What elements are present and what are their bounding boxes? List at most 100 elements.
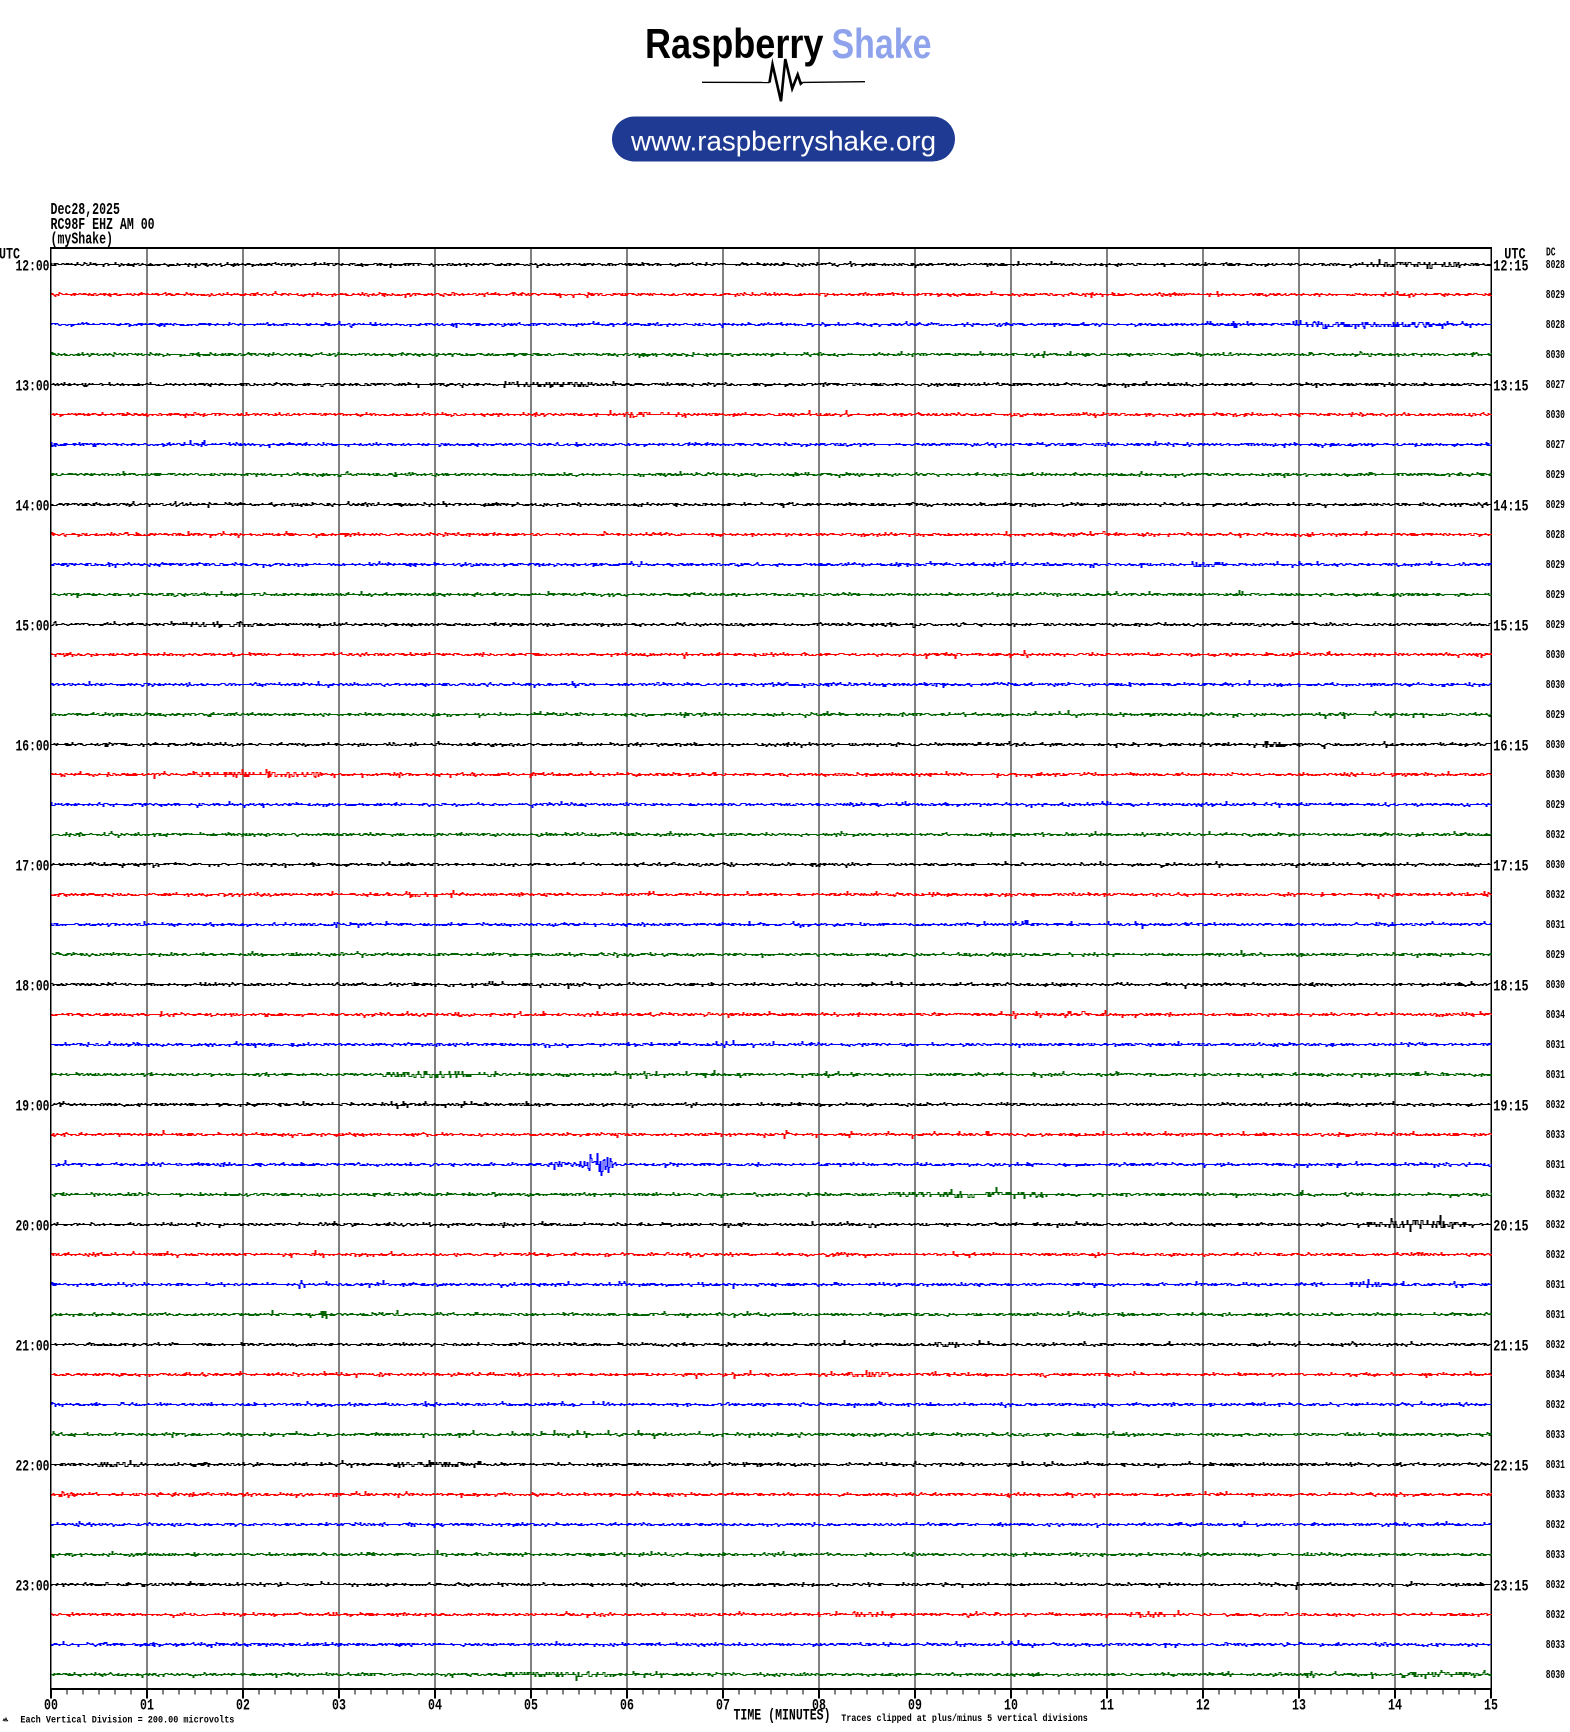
svg-text:19:15: 19:15: [1493, 1099, 1528, 1116]
svg-text:Each Vertical Division = 200.: Each Vertical Division = 200.00 microvol…: [20, 1714, 234, 1726]
svg-text:8030: 8030: [1546, 739, 1565, 752]
svg-text:8030: 8030: [1546, 679, 1565, 692]
svg-text:08: 08: [812, 1698, 826, 1715]
svg-text:02: 02: [236, 1698, 250, 1715]
svg-text:13:15: 13:15: [1493, 379, 1528, 396]
svg-text:8028: 8028: [1546, 319, 1565, 332]
svg-text:22:15: 22:15: [1493, 1459, 1528, 1476]
svg-text:Raspberry: Raspberry: [645, 20, 824, 67]
svg-text:8032: 8032: [1546, 1519, 1565, 1532]
svg-text:8031: 8031: [1546, 1309, 1565, 1322]
svg-text:8029: 8029: [1546, 949, 1565, 962]
svg-text:8032: 8032: [1546, 1099, 1565, 1112]
svg-text:17:00: 17:00: [15, 859, 49, 876]
svg-text:15: 15: [1484, 1698, 1498, 1715]
svg-text:RC98F EHZ AM 00: RC98F EHZ AM 00: [51, 217, 155, 235]
svg-text:8031: 8031: [1546, 919, 1565, 932]
svg-text:8029: 8029: [1546, 589, 1565, 602]
svg-text:20:00: 20:00: [15, 1219, 49, 1236]
svg-text:8031: 8031: [1546, 1459, 1565, 1472]
svg-text:05: 05: [524, 1698, 538, 1715]
svg-text:8032: 8032: [1546, 1219, 1565, 1232]
svg-text:8029: 8029: [1546, 619, 1565, 632]
svg-text:12:00: 12:00: [15, 259, 49, 276]
svg-text:04: 04: [428, 1698, 442, 1715]
svg-text:8032: 8032: [1546, 1249, 1565, 1262]
svg-text:09: 09: [908, 1698, 922, 1715]
svg-text:8033: 8033: [1546, 1429, 1565, 1442]
svg-text:Traces clipped at plus/minus 5: Traces clipped at plus/minus 5 vertical …: [841, 1712, 1088, 1724]
svg-text:8027: 8027: [1546, 379, 1565, 392]
svg-text:www.raspberryshake.org: www.raspberryshake.org: [630, 126, 936, 157]
svg-text:8029: 8029: [1546, 559, 1565, 572]
svg-text:16:15: 16:15: [1493, 739, 1528, 756]
svg-text:8032: 8032: [1546, 829, 1565, 842]
svg-text:8031: 8031: [1546, 1279, 1565, 1292]
svg-text:8030: 8030: [1546, 859, 1565, 872]
svg-text:8032: 8032: [1546, 1339, 1565, 1352]
svg-text:8029: 8029: [1546, 799, 1565, 812]
svg-text:07: 07: [716, 1698, 730, 1715]
svg-text:8030: 8030: [1546, 769, 1565, 782]
svg-text:8032: 8032: [1546, 1189, 1565, 1202]
svg-text:8034: 8034: [1546, 1009, 1565, 1022]
svg-text:14: 14: [1388, 1698, 1402, 1715]
svg-text:8032: 8032: [1546, 1609, 1565, 1622]
svg-text:8029: 8029: [1546, 469, 1565, 482]
svg-text:06: 06: [620, 1698, 634, 1715]
svg-text:23:00: 23:00: [15, 1579, 49, 1596]
svg-text:8033: 8033: [1546, 1489, 1565, 1502]
svg-text:21:00: 21:00: [15, 1339, 49, 1356]
svg-text:8030: 8030: [1546, 649, 1565, 662]
svg-text:01: 01: [140, 1698, 154, 1715]
svg-text:8033: 8033: [1546, 1549, 1565, 1562]
svg-text:8030: 8030: [1546, 409, 1565, 422]
svg-text:00: 00: [44, 1698, 58, 1715]
svg-text:8032: 8032: [1546, 1399, 1565, 1412]
svg-text:11: 11: [1100, 1698, 1114, 1715]
svg-text:16:00: 16:00: [15, 739, 49, 756]
svg-text:UTC: UTC: [0, 247, 20, 264]
svg-text:8030: 8030: [1546, 1669, 1565, 1682]
svg-text:8027: 8027: [1546, 439, 1565, 452]
svg-text:14:15: 14:15: [1493, 499, 1528, 516]
svg-text:13: 13: [1292, 1698, 1306, 1715]
svg-text:10: 10: [1004, 1698, 1018, 1715]
svg-text:8034: 8034: [1546, 1369, 1565, 1382]
svg-text:8030: 8030: [1546, 979, 1565, 992]
svg-text:8031: 8031: [1546, 1039, 1565, 1052]
svg-text:8029: 8029: [1546, 499, 1565, 512]
svg-text:8028: 8028: [1546, 529, 1565, 542]
svg-text:8030: 8030: [1546, 349, 1565, 362]
svg-text:13:00: 13:00: [15, 379, 49, 396]
svg-text:8029: 8029: [1546, 289, 1565, 302]
svg-text:Shake: Shake: [832, 20, 932, 67]
svg-text:8028: 8028: [1546, 259, 1565, 272]
svg-text:DC: DC: [1546, 247, 1556, 260]
svg-text:(myShake): (myShake): [51, 231, 113, 249]
svg-text:8032: 8032: [1546, 889, 1565, 902]
svg-text:12:15: 12:15: [1493, 259, 1528, 276]
svg-text:TIME (MINUTES): TIME (MINUTES): [734, 1708, 831, 1725]
svg-text:17:15: 17:15: [1493, 859, 1528, 876]
svg-text:20:15: 20:15: [1493, 1219, 1528, 1236]
svg-text:8032: 8032: [1546, 1579, 1565, 1592]
svg-text:12: 12: [1196, 1698, 1210, 1715]
svg-text:8033: 8033: [1546, 1129, 1565, 1142]
svg-text:8033: 8033: [1546, 1639, 1565, 1652]
svg-text:Dec28,2025: Dec28,2025: [51, 202, 120, 220]
svg-text:UTC: UTC: [1504, 247, 1526, 264]
svg-text:8031: 8031: [1546, 1159, 1565, 1172]
svg-text:18:00: 18:00: [15, 979, 49, 996]
svg-text:15:15: 15:15: [1493, 619, 1528, 636]
svg-text:19:00: 19:00: [15, 1099, 49, 1116]
svg-text:8031: 8031: [1546, 1069, 1565, 1082]
svg-text:14:00: 14:00: [15, 499, 49, 516]
svg-text:18:15: 18:15: [1493, 979, 1528, 996]
svg-text:15:00: 15:00: [15, 619, 49, 636]
svg-text:21:15: 21:15: [1493, 1339, 1528, 1356]
svg-text:03: 03: [332, 1698, 346, 1715]
svg-text:8029: 8029: [1546, 709, 1565, 722]
svg-text:23:15: 23:15: [1493, 1579, 1528, 1596]
svg-text:22:00: 22:00: [15, 1459, 49, 1476]
